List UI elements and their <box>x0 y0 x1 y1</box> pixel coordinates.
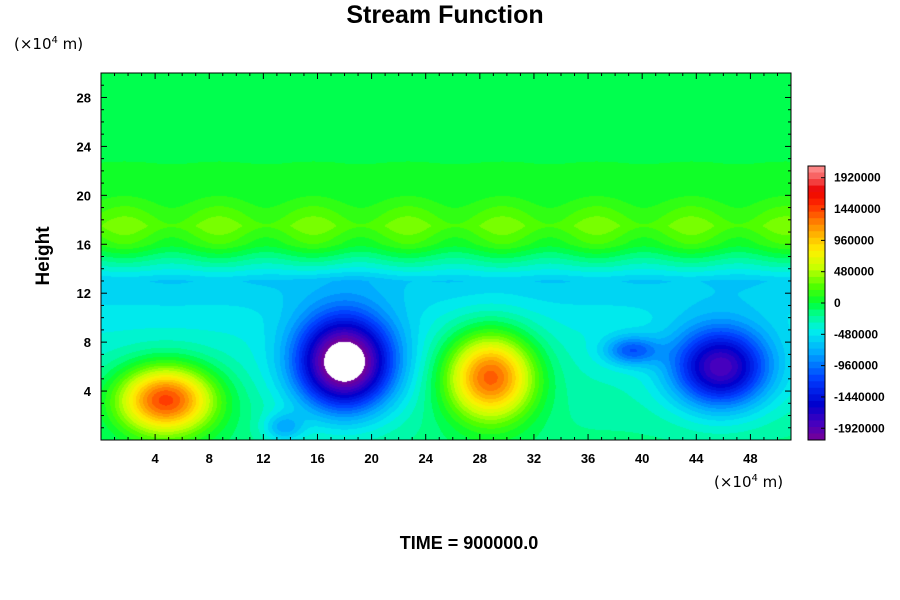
colorbar-swatch <box>808 355 825 363</box>
colorbar-tick-label: -960000 <box>834 359 878 373</box>
colorbar-swatch <box>808 433 825 441</box>
colorbar-swatch <box>808 374 825 382</box>
colorbar-swatch <box>808 381 825 389</box>
y-tick-label: 16 <box>77 237 91 252</box>
y-tick-label: 4 <box>84 384 92 399</box>
colorbar: 1920000 1440000 960000 480000 0 -480000 -96000… <box>807 165 885 441</box>
chart-title: Stream Function <box>346 1 543 29</box>
y-unit-label: (×104 m) <box>14 35 83 53</box>
colorbar-swatch <box>808 166 825 174</box>
x-tick-label: 8 <box>206 451 213 466</box>
colorbar-swatch <box>808 237 825 245</box>
colorbar-tick-label: 480000 <box>834 265 874 279</box>
colorbar-swatch <box>808 296 825 304</box>
time-label: TIME = 900000.0 <box>400 533 539 553</box>
colorbar-swatch <box>808 322 825 330</box>
x-tick-label: 24 <box>418 451 433 466</box>
heatmap-field <box>101 73 791 440</box>
colorbar-swatch <box>808 361 825 369</box>
colorbar-swatch <box>808 368 825 376</box>
colorbar-swatch <box>808 205 825 213</box>
colorbar-swatch <box>808 289 825 297</box>
colorbar-tick-label: 0 <box>834 296 841 310</box>
colorbar-tick-label: -1920000 <box>834 421 885 435</box>
x-tick-label: 36 <box>581 451 595 466</box>
colorbar-swatch <box>808 244 825 252</box>
y-tick-label: 28 <box>77 90 91 105</box>
x-tick-label: 12 <box>256 451 270 466</box>
colorbar-swatch <box>808 218 825 226</box>
colorbar-tick-label: 960000 <box>834 233 874 247</box>
x-tick-label: 28 <box>473 451 487 466</box>
colorbar-swatch <box>808 400 825 408</box>
colorbar-swatch <box>808 407 825 415</box>
x-tick-label: 16 <box>310 451 324 466</box>
y-tick-label: 24 <box>77 139 92 154</box>
colorbar-tick-label: 1920000 <box>834 171 881 185</box>
colorbar-swatch <box>808 263 825 271</box>
colorbar-swatch <box>808 413 825 421</box>
x-tick-label: 32 <box>527 451 541 466</box>
colorbar-swatch <box>808 394 825 402</box>
colorbar-swatch <box>808 179 825 187</box>
colorbar-swatch <box>808 276 825 284</box>
colorbar-swatch <box>808 211 825 219</box>
colorbar-swatch <box>808 192 825 200</box>
colorbar-swatch <box>808 270 825 278</box>
colorbar-swatch <box>808 303 825 311</box>
colorbar-tick-label: 1440000 <box>834 202 881 216</box>
colorbar-swatch <box>808 335 825 343</box>
y-tick-label: 20 <box>77 188 91 203</box>
colorbar-swatch <box>808 250 825 258</box>
x-tick-label: 20 <box>364 451 378 466</box>
x-tick-label: 4 <box>152 451 160 466</box>
colorbar-swatch <box>808 316 825 324</box>
x-tick-label: 40 <box>635 451 649 466</box>
colorbar-tick-label: -1440000 <box>834 390 885 404</box>
colorbar-tick-label: -480000 <box>834 327 878 341</box>
colorbar-swatch <box>808 257 825 265</box>
colorbar-swatch <box>808 426 825 434</box>
colorbar-swatch <box>808 172 825 180</box>
colorbar-swatch <box>808 387 825 395</box>
plot-area <box>100 72 792 441</box>
colorbar-swatch <box>808 231 825 239</box>
x-axis: 4 8 12 16 20 24 28 32 36 40 44 48 <box>114 73 778 466</box>
x-tick-label: 44 <box>689 451 704 466</box>
colorbar-swatch <box>808 224 825 232</box>
y-axis: 4 8 12 16 20 24 28 <box>77 84 791 429</box>
colorbar-swatch <box>808 342 825 350</box>
colorbar-swatch <box>808 348 825 356</box>
y-tick-label: 12 <box>77 286 91 301</box>
x-unit-label: (×104 m) <box>714 473 783 491</box>
colorbar-swatch <box>808 283 825 291</box>
x-tick-label: 48 <box>743 451 757 466</box>
colorbar-swatch <box>808 420 825 428</box>
colorbar-swatch <box>808 309 825 317</box>
colorbar-swatch <box>808 185 825 193</box>
y-axis-title: Height <box>33 226 54 286</box>
colorbar-swatch <box>808 329 825 337</box>
colorbar-swatch <box>808 198 825 206</box>
y-tick-label: 8 <box>84 335 91 350</box>
